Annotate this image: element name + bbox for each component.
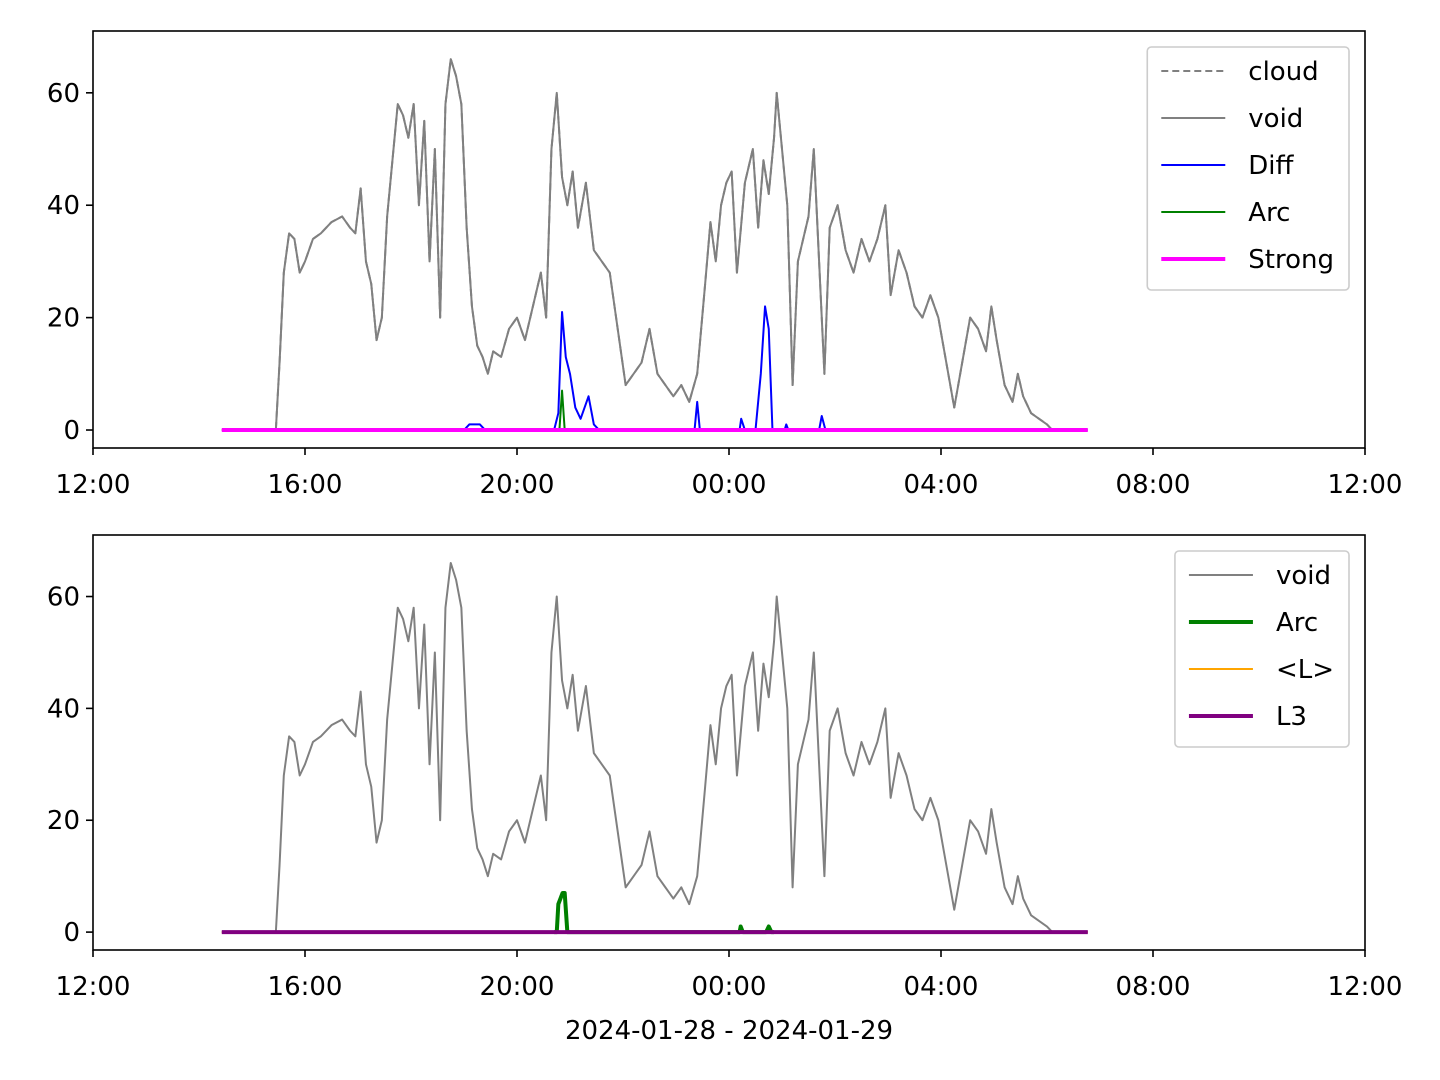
x-tick-label: 20:00	[480, 972, 555, 1002]
legend-label: void	[1276, 561, 1331, 591]
series-line	[221, 58, 1088, 432]
y-tick-label: 20	[47, 806, 80, 836]
x-tick-label: 12:00	[1328, 470, 1403, 500]
x-tick-label: 00:00	[692, 470, 767, 500]
x-tick-label: 08:00	[1116, 470, 1191, 500]
x-tick-label: 20:00	[480, 470, 555, 500]
legend-label: Arc	[1276, 608, 1318, 638]
y-tick-label: 60	[47, 79, 80, 109]
y-tick-label: 0	[63, 918, 80, 948]
plot-area	[221, 561, 1088, 935]
plot-area	[221, 58, 1088, 433]
x-tick-label: 16:00	[268, 470, 343, 500]
y-tick-label: 60	[47, 583, 80, 613]
legend-label: <L>	[1276, 655, 1334, 685]
x-tick-label: 12:00	[56, 972, 131, 1002]
legend-label: Diff	[1248, 151, 1294, 181]
legend-label: Strong	[1248, 245, 1334, 275]
y-tick-label: 40	[47, 694, 80, 724]
series-line	[463, 305, 827, 432]
x-tick-label: 12:00	[1328, 972, 1403, 1002]
y-tick-label: 0	[63, 416, 80, 446]
y-tick-label: 20	[47, 304, 80, 334]
x-tick-label: 00:00	[692, 972, 767, 1002]
legend: cloud void Diff Arc Strong	[1146, 46, 1350, 291]
legend-label: void	[1248, 104, 1303, 134]
x-axis-label: 2024-01-28 - 2024-01-29	[565, 1016, 893, 1046]
x-tick-label: 08:00	[1116, 972, 1191, 1002]
series-line	[221, 561, 1088, 934]
series-line	[221, 58, 1088, 432]
x-tick-label: 16:00	[268, 972, 343, 1002]
legend-label: Arc	[1248, 198, 1290, 228]
x-tick-label: 12:00	[56, 470, 131, 500]
legend-label: L3	[1276, 702, 1307, 732]
legend-frame	[1146, 46, 1350, 291]
x-tick-label: 04:00	[904, 972, 979, 1002]
y-tick-label: 40	[47, 191, 80, 221]
series-line	[558, 389, 566, 431]
x-tick-label: 04:00	[904, 470, 979, 500]
legend-frame	[1174, 550, 1350, 748]
series-line	[554, 890, 775, 935]
legend-label: cloud	[1248, 57, 1318, 87]
legend: void Arc <L> L3	[1174, 550, 1350, 748]
